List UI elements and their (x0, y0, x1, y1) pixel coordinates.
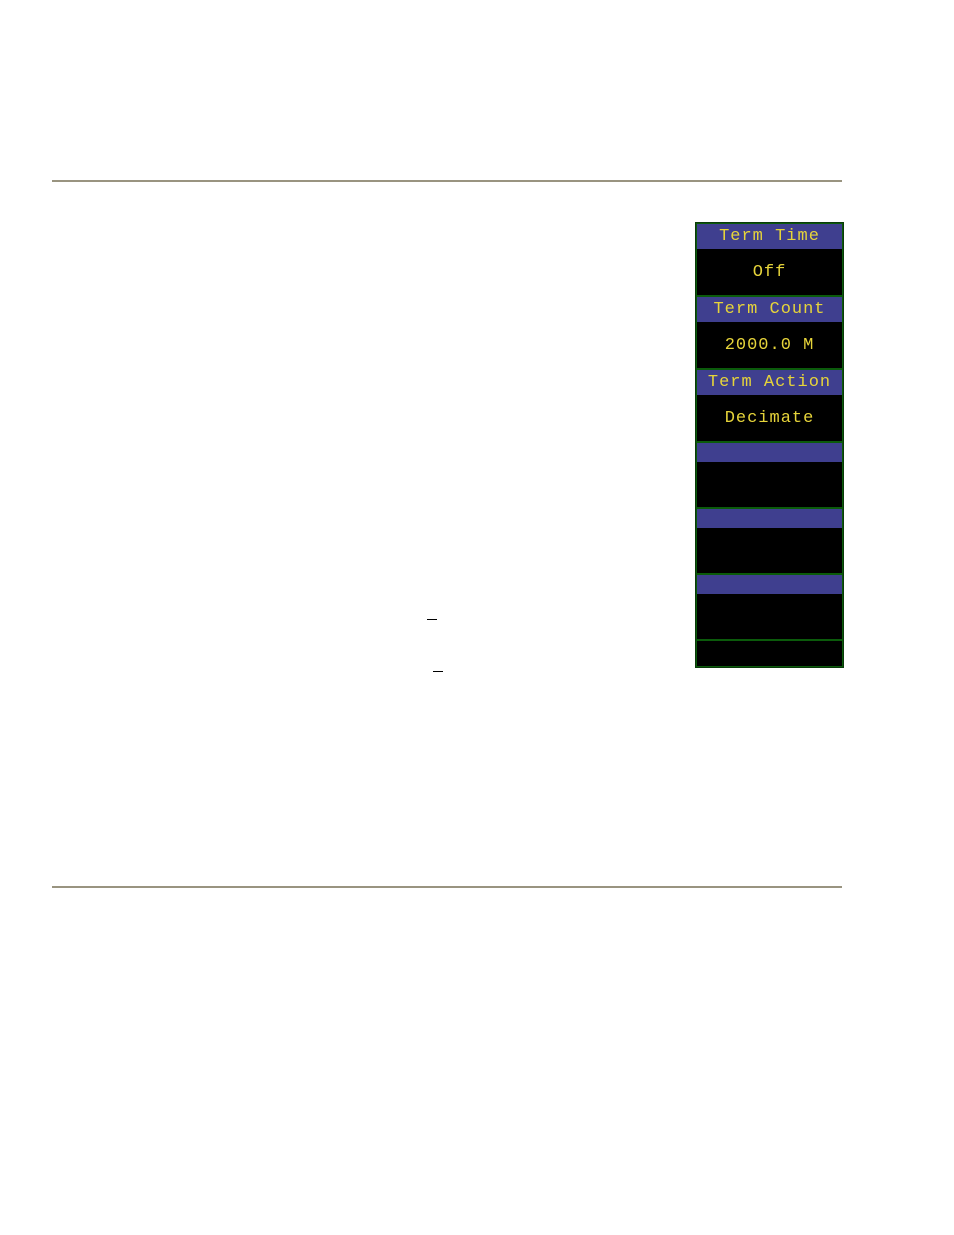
menu-item-empty-3 (696, 574, 843, 640)
rule-bottom (52, 886, 842, 889)
menu-value: 2000.0 M (697, 322, 842, 369)
menu-label (697, 509, 842, 528)
menu-label: Term Count (697, 297, 842, 322)
menu-item-tail (696, 640, 843, 667)
menu-label (697, 443, 842, 462)
mark-dash-2 (433, 671, 443, 672)
menu-label: Term Action (697, 370, 842, 395)
menu-item-empty-1 (696, 442, 843, 508)
mark-dash-1 (427, 619, 437, 620)
menu-label (697, 575, 842, 594)
menu-item-term-count[interactable]: Term Count 2000.0 M (696, 296, 843, 369)
menu-item-term-time[interactable]: Term Time Off (696, 223, 843, 296)
menu-item-empty-2 (696, 508, 843, 574)
menu-value (697, 462, 842, 507)
menu-label: Term Time (697, 224, 842, 249)
menu-value (697, 594, 842, 639)
menu-item-term-action[interactable]: Term Action Decimate (696, 369, 843, 442)
menu-value: Off (697, 249, 842, 296)
page: Term Time Off Term Count 2000.0 M Term A… (0, 0, 954, 1235)
menu-value: Decimate (697, 395, 842, 442)
menu-value (697, 641, 842, 666)
menu-value (697, 528, 842, 573)
softkey-menu: Term Time Off Term Count 2000.0 M Term A… (695, 222, 844, 668)
rule-top (52, 180, 842, 183)
